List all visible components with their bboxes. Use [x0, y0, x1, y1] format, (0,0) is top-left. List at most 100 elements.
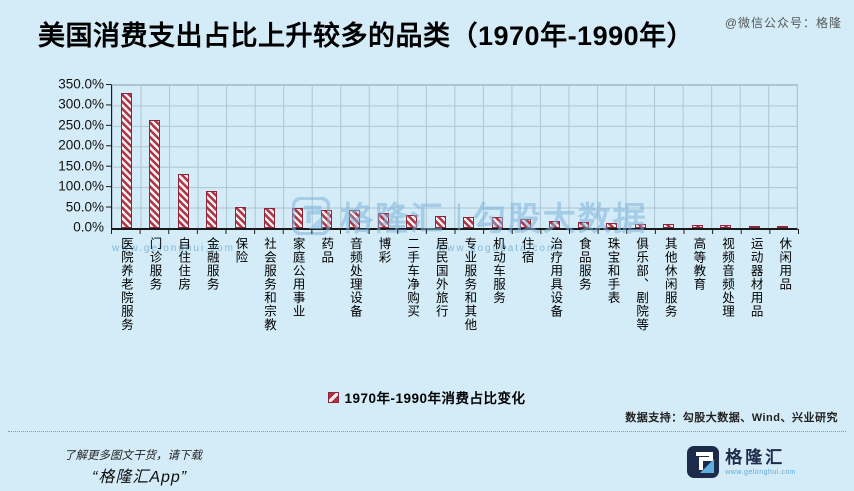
x-axis-label: 高等教育 — [691, 237, 706, 291]
bar-column — [255, 85, 284, 228]
bar — [292, 208, 304, 228]
x-axis-label: 保险 — [233, 237, 248, 264]
bar-column — [597, 85, 626, 228]
footer-promo-line2: “格隆汇App” — [92, 469, 188, 486]
bar — [606, 222, 618, 228]
bar-column — [455, 85, 484, 228]
bar-column — [226, 85, 255, 228]
bar-column — [426, 85, 455, 228]
bar — [234, 206, 246, 228]
bar — [777, 226, 789, 228]
gelonghui-logo: 格隆汇 www.gelonghui.com — [687, 446, 796, 478]
bar-column — [312, 85, 341, 228]
y-axis-tick-marks — [106, 84, 111, 227]
y-axis-tick-label: 250.0% — [58, 117, 104, 133]
y-axis-tick-label: 150.0% — [58, 158, 104, 174]
x-axis-label: 博彩 — [376, 237, 391, 264]
bar — [377, 213, 389, 228]
dotted-divider — [8, 431, 846, 432]
bar — [548, 220, 560, 228]
x-axis-label: 休闲用品 — [777, 237, 792, 291]
x-axis-labels: 医院养老院服务 门诊服务 自住住房 金融服务 保险 社会服务和宗教 家庭公用事业 药品 音频处理… — [111, 237, 798, 387]
x-axis-label: 珠宝和手表 — [605, 237, 620, 305]
x-axis-label: 食品服务 — [576, 237, 591, 291]
bar — [491, 217, 503, 228]
bar-column — [198, 85, 227, 228]
bar — [691, 224, 703, 228]
y-axis: 350.0% 300.0% 250.0% 200.0% 150.0% 100.0% 50.0… — [36, 77, 104, 235]
chart-legend: 1970年-1990年消费占比变化 — [0, 387, 854, 407]
data-source-note: 数据支持：勾股大数据、Wind、兴业研究 — [625, 412, 838, 424]
y-axis-tick-label: 300.0% — [58, 96, 104, 112]
bar-column — [340, 85, 369, 228]
bar-column — [540, 85, 569, 228]
x-axis-label: 俱乐部、剧院等 — [634, 237, 649, 332]
bar — [463, 216, 475, 228]
bar — [349, 210, 361, 228]
x-axis-label: 家庭公用事业 — [290, 237, 305, 318]
bar — [634, 223, 646, 228]
bar — [406, 214, 418, 228]
bar — [720, 225, 732, 228]
bar-column — [626, 85, 655, 228]
x-axis-label: 视频音频处理 — [720, 237, 734, 318]
bar-column — [483, 85, 512, 228]
y-axis-tick-label: 0.0% — [73, 219, 104, 235]
x-axis-label: 自住住房 — [176, 237, 191, 291]
bar-column — [740, 85, 769, 228]
page-title: 美国消费支出占比上升较多的品类（1970年-1990年） — [38, 21, 695, 51]
y-axis-tick-label: 200.0% — [58, 137, 104, 153]
x-axis-label: 音频处理设备 — [347, 237, 362, 318]
x-axis-tick-marks — [111, 229, 799, 234]
bar-column — [569, 85, 598, 228]
bar-column — [397, 85, 426, 228]
bar — [520, 219, 532, 228]
bar-column — [769, 85, 798, 228]
bar — [177, 174, 189, 228]
logo-url: www.gelonghui.com — [725, 468, 796, 476]
bar-column — [169, 85, 198, 228]
bar — [320, 209, 332, 228]
bar-column — [141, 85, 170, 228]
logo-text-block: 格隆汇 www.gelonghui.com — [725, 449, 796, 476]
x-axis-label: 居民国外旅行 — [433, 237, 448, 318]
logo-name: 格隆汇 — [725, 447, 786, 467]
x-axis-label: 其他休闲服务 — [662, 237, 677, 318]
x-axis-label: 专业服务和其他 — [462, 237, 477, 332]
x-axis-label: 治疗用具设备 — [548, 237, 563, 318]
footer-promo-line1: 了解更多图文干货，请下载 — [64, 450, 202, 462]
y-axis-tick-label: 350.0% — [58, 76, 104, 92]
legend-label: 1970年-1990年消费占比变化 — [344, 391, 526, 406]
bar-column — [283, 85, 312, 228]
gelonghui-logo-icon — [687, 446, 720, 478]
bar-column — [369, 85, 398, 228]
bar — [263, 207, 275, 228]
bar — [434, 216, 446, 228]
x-axis-label: 二手车净购买 — [405, 237, 420, 318]
legend-hatch-swatch-icon — [328, 391, 340, 403]
bar-column — [512, 85, 541, 228]
x-axis-label: 药品 — [319, 237, 334, 264]
x-axis-label: 住宿 — [519, 237, 534, 264]
x-axis-label: 金融服务 — [204, 237, 219, 291]
bar-column — [711, 85, 740, 228]
x-axis-label: 门诊服务 — [147, 237, 162, 291]
x-axis-label: 医院养老院服务 — [118, 237, 133, 332]
bar — [149, 119, 161, 228]
bar — [206, 191, 218, 228]
y-axis-tick-label: 100.0% — [58, 178, 104, 194]
plot-area — [111, 84, 798, 230]
bar-column — [112, 85, 141, 228]
x-axis-label: 社会服务和宗教 — [262, 237, 276, 332]
x-axis-label: 机动车服务 — [491, 237, 505, 305]
bar-column — [654, 85, 683, 228]
bar — [577, 221, 589, 228]
bar — [663, 223, 675, 228]
y-axis-tick-label: 50.0% — [65, 199, 104, 215]
bar — [748, 225, 760, 228]
bar — [120, 93, 132, 228]
bar-column — [683, 85, 712, 228]
x-axis-label: 运动器材用品 — [748, 237, 763, 318]
wechat-watermark: @微信公众号：格隆 — [724, 16, 842, 30]
